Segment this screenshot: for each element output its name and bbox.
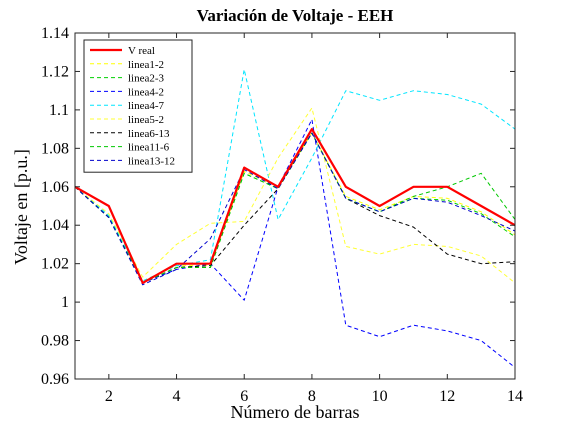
legend-label: linea13-12 [128, 155, 175, 167]
y-tick-label: 1.02 [41, 256, 69, 273]
legend-label: linea4-2 [128, 86, 164, 98]
y-tick-label: 1.08 [41, 140, 69, 157]
legend-label: linea5-2 [128, 114, 164, 126]
y-tick-label: 1.12 [41, 63, 69, 80]
series-line-v-real [74, 128, 516, 284]
legend-label: V real [128, 45, 155, 57]
x-tick-label: 8 [308, 388, 316, 405]
y-tick-label: 1.06 [41, 179, 69, 196]
legend-label: linea2-3 [128, 73, 165, 85]
legend-label: linea6-13 [128, 128, 170, 140]
y-tick-label: 1.14 [41, 25, 69, 42]
series-line-linea13-12 [74, 132, 516, 286]
legend-label: linea11-6 [128, 142, 170, 154]
series-line-linea5-2 [74, 107, 516, 284]
legend-label: linea4-7 [128, 100, 165, 112]
y-tick-label: 1 [61, 294, 69, 311]
x-tick-label: 2 [105, 388, 113, 405]
series-line-linea4-2 [74, 119, 516, 368]
y-tick-label: 1.04 [41, 217, 69, 234]
series-lines [74, 69, 516, 368]
x-tick-label: 4 [173, 388, 181, 405]
legend-box [83, 39, 193, 173]
y-axis-label: Voltaje en [p.u.] [11, 149, 31, 265]
plot-frame [74, 32, 516, 380]
x-axis-label: Número de barras [231, 402, 360, 422]
x-tick-label: 6 [240, 388, 248, 405]
x-tick-label: 12 [439, 388, 455, 405]
y-tick-label: 0.96 [41, 371, 69, 388]
y-tick-label: 1.1 [49, 102, 69, 119]
legend-label: linea1-2 [128, 59, 164, 71]
x-tick-label: 14 [507, 388, 523, 405]
chart-title: Variación de Voltaje - EEH [197, 6, 394, 25]
x-tick-label: 10 [372, 388, 388, 405]
series-line-linea4-7 [74, 69, 516, 282]
axis-ticks: 2 4 6 8 10 12 14 0.96 0.98 1 1.02 1.04 1.06 1.08 1.1 1.… [41, 25, 523, 405]
y-tick-label: 0.98 [41, 333, 69, 350]
